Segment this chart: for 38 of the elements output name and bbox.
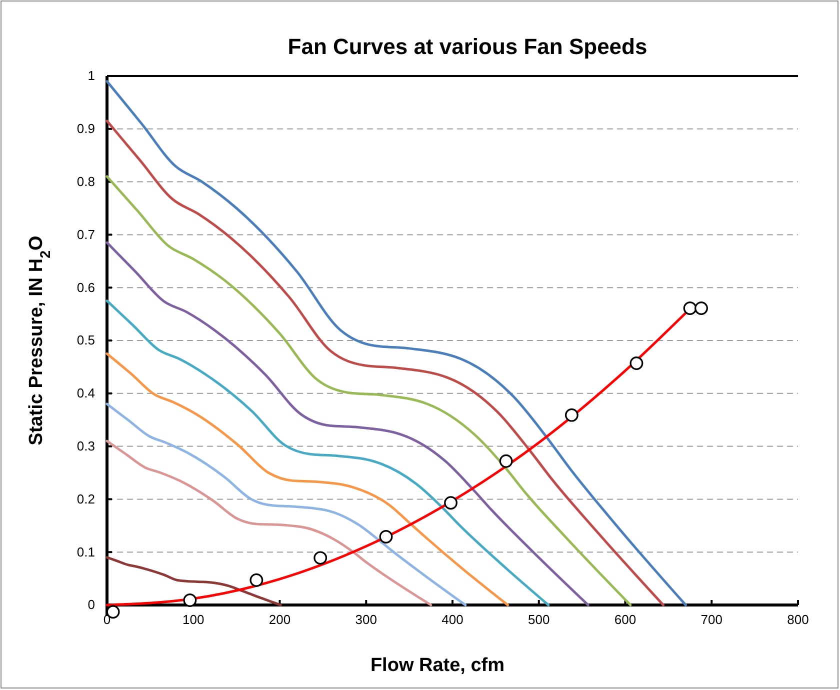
point: [694, 302, 708, 315]
y-tick-label: 0.7: [76, 226, 95, 242]
x-axis-title: Flow Rate, cfm: [370, 655, 505, 676]
x-tick-label: 300: [355, 612, 377, 628]
x-tick-label: 600: [614, 612, 636, 628]
x-tick-label: 200: [268, 612, 291, 628]
y-tick-label: 0.3: [76, 438, 95, 454]
line-series: [106, 440, 432, 606]
y-tick-label: 0.2: [76, 491, 95, 506]
y-tick-label: 0.1: [76, 544, 95, 560]
y-tick-label: 0.6: [76, 280, 95, 295]
point: [630, 356, 644, 370]
y-tick-label: 0.8: [76, 174, 95, 189]
x-tick-label: 400: [442, 612, 464, 628]
point: [183, 594, 197, 607]
y-tick-label: 0: [88, 597, 95, 612]
line-series: [106, 241, 590, 606]
point: [314, 551, 328, 565]
x-tick-label: 100: [182, 612, 204, 628]
y-tick-label: 0.5: [76, 332, 95, 348]
point: [499, 454, 513, 468]
x-tick-label: 800: [787, 612, 809, 628]
line-series: [106, 556, 282, 606]
point: [379, 530, 393, 544]
point: [444, 496, 458, 510]
line-series: [106, 175, 632, 606]
y-tick-label: 0.4: [76, 386, 95, 401]
line-series: [106, 300, 550, 606]
point: [564, 408, 578, 422]
x-tick-label: 700: [700, 612, 722, 628]
point: [683, 302, 697, 315]
y-tick-label: 1: [88, 68, 95, 84]
y-tick-label: 0.9: [76, 121, 95, 136]
x-tick-label: 500: [528, 612, 550, 628]
point: [250, 573, 264, 587]
chart-title: Fan Curves at various Fan Speeds: [288, 34, 648, 59]
line-series: [106, 352, 510, 606]
line-series: [106, 402, 467, 606]
